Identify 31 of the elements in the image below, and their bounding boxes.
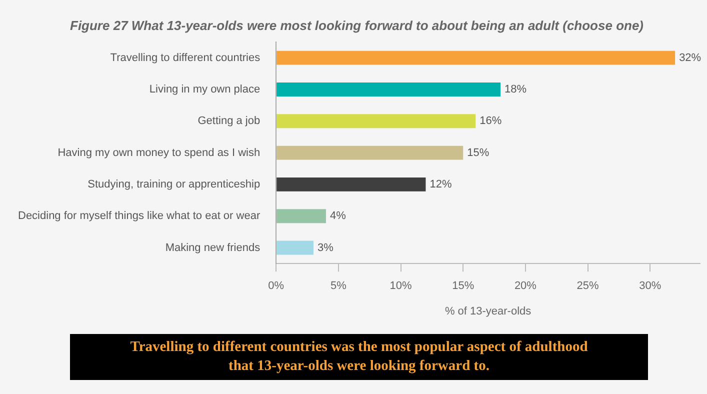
y-tick-label: Getting a job — [198, 115, 260, 128]
bar — [276, 209, 326, 224]
y-tick-label: Having my own money to spend as I wish — [58, 146, 260, 159]
x-tick-label: 30% — [639, 280, 662, 292]
x-tick-label: 0% — [268, 280, 284, 292]
bar — [276, 146, 464, 160]
x-tick-label: 10% — [390, 280, 412, 292]
x-axis-title: % of 13-year-olds — [444, 305, 532, 318]
x-tick-label: 20% — [514, 280, 537, 292]
data-label: 32% — [679, 52, 702, 64]
bar — [276, 240, 314, 255]
data-label: 18% — [504, 84, 527, 96]
data-label: 15% — [467, 146, 490, 159]
bar — [276, 50, 676, 65]
x-tick-label: 25% — [576, 280, 600, 292]
y-tick-label: Deciding for myself things like what to eat or wear — [18, 210, 260, 222]
data-label: 12% — [430, 178, 452, 190]
y-tick-label: Studying, training or apprenticeship — [88, 178, 260, 190]
y-tick-label: Travelling to different countries — [110, 52, 261, 64]
chart-title: Figure 27 What 13-year-olds were most looking forward to about being an adult (choose one) — [70, 18, 644, 33]
data-label: 3% — [318, 242, 334, 254]
x-tick-label: 15% — [452, 280, 474, 292]
bar — [276, 82, 501, 96]
y-tick-label: Living in my own place — [149, 84, 260, 96]
y-tick-label: Making new friends — [165, 242, 261, 254]
bar — [276, 177, 426, 192]
data-label: 4% — [330, 210, 346, 222]
bar — [276, 114, 476, 128]
text: Travelling to different countries was the most popular aspect of adulthood that 13-year-olds were looking forward to. — [129, 338, 589, 376]
x-tick-label: 5% — [330, 280, 347, 292]
data-label: 16% — [480, 115, 502, 128]
